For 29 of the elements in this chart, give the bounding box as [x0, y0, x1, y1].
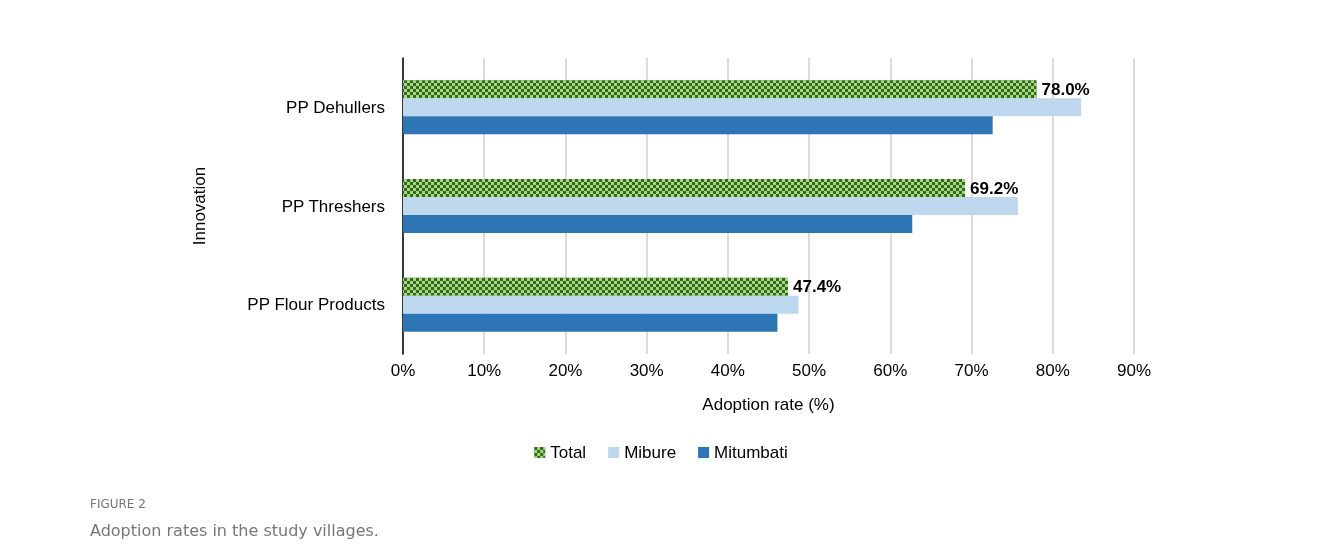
legend-label: Mitumbati	[714, 443, 788, 462]
y-tick-label: PP Dehullers	[286, 97, 385, 117]
bar	[403, 197, 1018, 215]
legend-label: Mibure	[624, 443, 677, 462]
bar	[403, 313, 778, 332]
x-tick-label: 10%	[467, 361, 502, 380]
data-label: 69.2%	[970, 178, 1019, 198]
x-tick-label: 70%	[954, 361, 989, 380]
data-label: 78.0%	[1041, 79, 1090, 99]
text: Adoption rates in the study villages.	[90, 520, 379, 540]
x-tick-label: 80%	[1035, 361, 1070, 380]
bar	[403, 116, 993, 135]
x-tick-label: 40%	[710, 361, 745, 380]
y-tick-label: PP Threshers	[281, 196, 385, 216]
bar	[403, 98, 1082, 117]
x-tick-label: 20%	[548, 361, 583, 380]
x-tick-label: 30%	[629, 361, 664, 380]
x-axis-title: Adoption rate (%)	[702, 395, 835, 414]
y-tick-label: PP Flour Products	[247, 295, 385, 315]
legend-label: Total	[550, 443, 587, 462]
x-tick-label: 90%	[1116, 361, 1152, 380]
caption: FIGURE 2	[90, 497, 146, 511]
bar	[403, 215, 913, 233]
data-label: 47.4%	[792, 277, 842, 297]
x-tick-label: 0%	[390, 361, 416, 380]
x-tick-label: 60%	[873, 361, 908, 380]
x-tick-label: 50%	[792, 361, 827, 380]
y-axis-title: Innovation	[190, 166, 209, 246]
bar	[403, 295, 799, 314]
